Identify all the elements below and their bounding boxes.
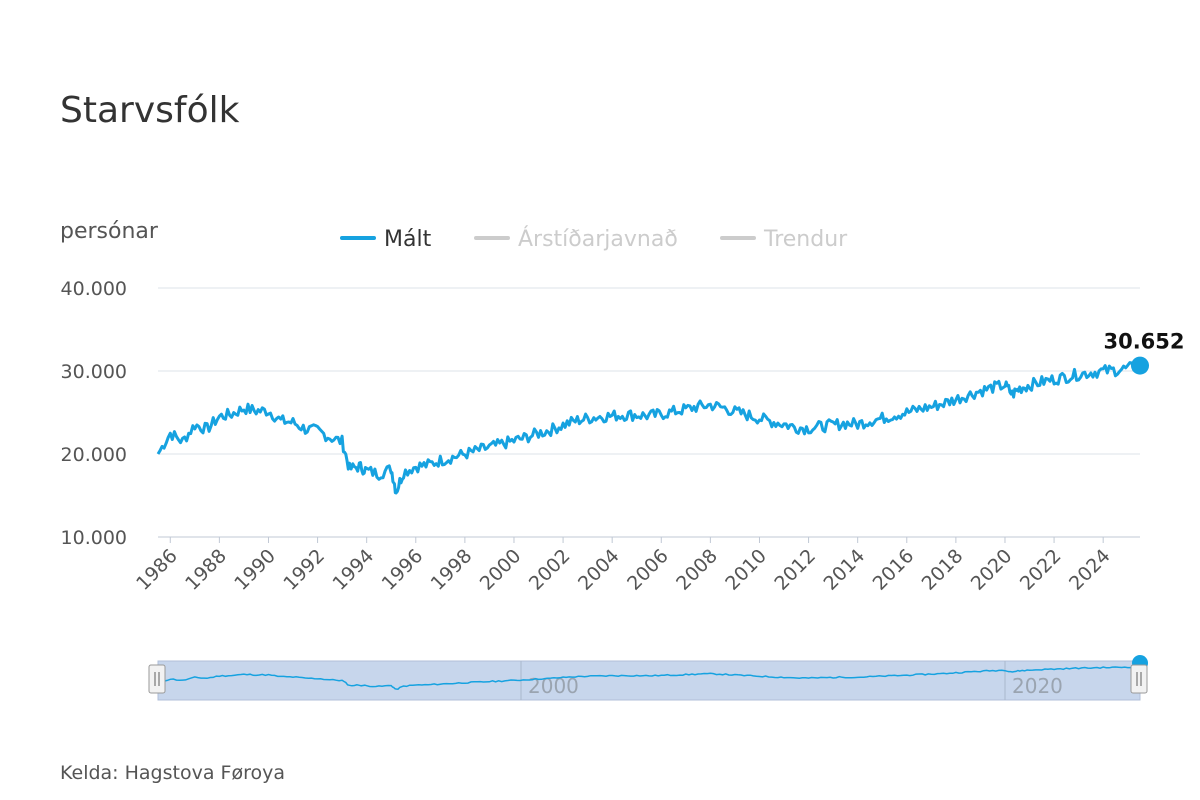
navigator-series-line — [157, 665, 1141, 690]
x-tick-label: 1990 — [230, 545, 280, 595]
x-tick-label: 2022 — [1016, 545, 1066, 595]
x-tick-label: 2020 — [967, 545, 1017, 595]
series-line-malt[interactable] — [156, 361, 1141, 495]
legend[interactable]: Mált Árstíðarjavnað Trendur — [340, 226, 848, 252]
x-tick-label: 2008 — [672, 545, 722, 595]
x-tick-label: 2014 — [819, 545, 869, 595]
x-tick-label: 2000 — [476, 545, 526, 595]
x-tick-label: 2016 — [869, 545, 919, 595]
x-tick-label: 1988 — [181, 545, 231, 595]
y-tick-label: 40.000 — [61, 278, 127, 300]
x-tick-label: 2010 — [721, 545, 771, 595]
legend-item-trendur[interactable]: Trendur — [720, 227, 848, 252]
navigator[interactable]: 2000 2020 — [148, 655, 1148, 701]
x-tick-label: 1996 — [378, 545, 428, 595]
last-value-label: 30.652 — [1103, 330, 1184, 354]
legend-label-trendur: Trendur — [763, 227, 848, 252]
legend-label-malt: Mált — [384, 227, 432, 252]
y-axis-ticks: 10.000 20.000 30.000 40.000 — [61, 278, 127, 549]
x-tick-label: 1998 — [427, 545, 477, 595]
legend-label-arstidarjavnad: Árstíðarjavnað — [518, 226, 678, 252]
x-tick-label: 1992 — [279, 545, 329, 595]
navigator-selection[interactable] — [157, 660, 1141, 701]
y-tick-label: 20.000 — [61, 444, 127, 466]
navigator-handle-left[interactable] — [148, 664, 166, 694]
x-tick-label: 2024 — [1065, 545, 1115, 595]
x-tick-label: 2012 — [770, 545, 820, 595]
x-tick-label: 2018 — [918, 545, 968, 595]
x-tick-label: 1994 — [328, 545, 378, 595]
x-axis-ticks: 1986 1988 1990 1992 1994 1996 1998 2000 2002 2004… — [132, 537, 1115, 595]
legend-item-malt[interactable]: Mált — [340, 227, 432, 252]
chart-title: Starvsfólk — [60, 90, 240, 131]
legend-item-arstidarjavnad[interactable]: Árstíðarjavnað — [474, 226, 678, 252]
navigator-handle-right[interactable] — [1130, 664, 1148, 694]
y-axis-label: persónar — [60, 219, 159, 244]
navigator-label-2020: 2020 — [1012, 674, 1063, 698]
x-tick-label: 1986 — [132, 545, 182, 595]
last-data-point[interactable] — [1131, 356, 1149, 375]
y-tick-label: 10.000 — [61, 527, 127, 549]
x-tick-label: 2002 — [525, 545, 575, 595]
x-tick-label: 2006 — [623, 545, 673, 595]
y-tick-label: 30.000 — [61, 361, 127, 383]
source-note: Kelda: Hagstova Føroya — [60, 762, 285, 784]
x-tick-label: 2004 — [574, 545, 624, 595]
